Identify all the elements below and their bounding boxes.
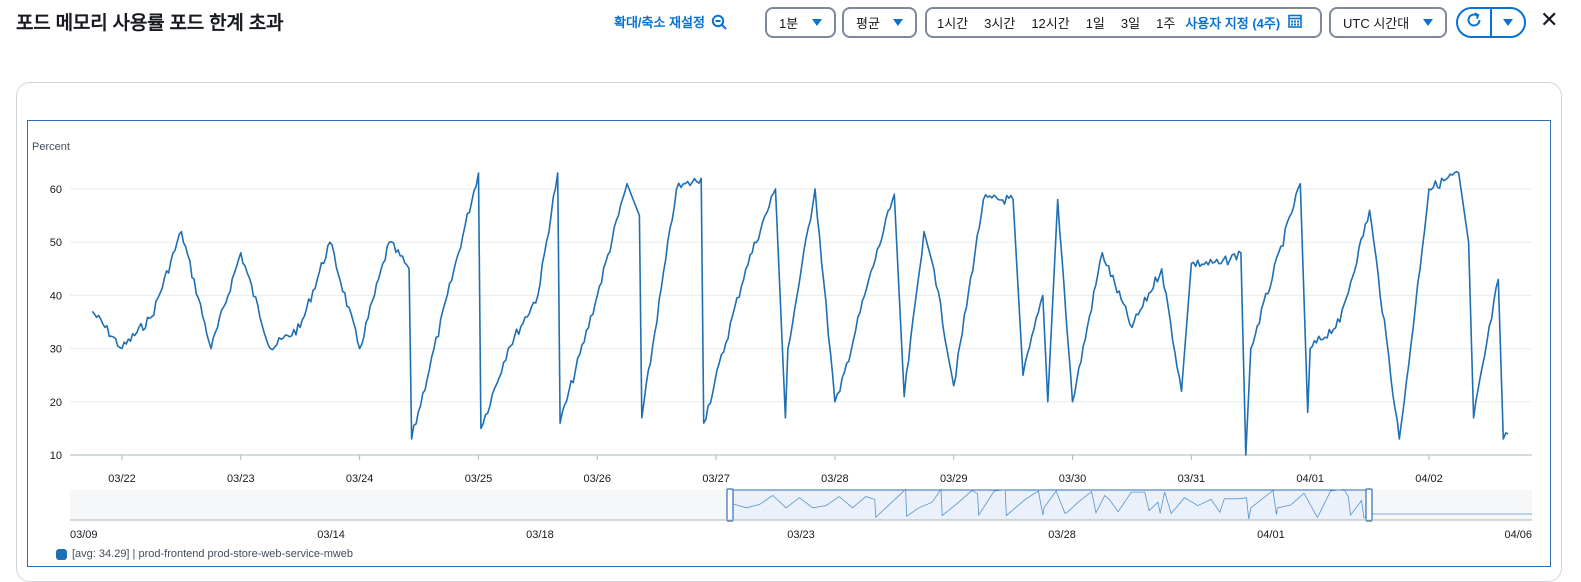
statistic-value: 평균 bbox=[856, 16, 880, 31]
navigator-tick-label: 03/14 bbox=[317, 529, 345, 541]
x-tick-label: 03/31 bbox=[1178, 473, 1206, 485]
x-tick-label: 03/29 bbox=[940, 473, 968, 485]
navigator-handle-right[interactable] bbox=[1365, 488, 1373, 522]
time-range-selector: 1시간 3시간 12시간 1일 3일 1주 사용자 지정 (4주) bbox=[925, 7, 1322, 38]
range-option-3d[interactable]: 3일 bbox=[1120, 16, 1141, 31]
statistic-select[interactable]: 평균 bbox=[842, 7, 917, 38]
series-line[interactable] bbox=[91, 170, 1509, 456]
legend[interactable]: [avg: 34.29] | prod-frontend prod-store-… bbox=[56, 548, 353, 560]
y-axis-label: Percent bbox=[32, 141, 70, 153]
navigator-tick-label: 03/18 bbox=[526, 529, 554, 541]
x-tick-label: 03/28 bbox=[821, 473, 849, 485]
y-tick-label: 60 bbox=[50, 184, 62, 196]
x-tick-label: 04/01 bbox=[1296, 473, 1324, 485]
legend-label: [avg: 34.29] | prod-frontend prod-store-… bbox=[72, 548, 354, 560]
range-option-1h[interactable]: 1시간 bbox=[937, 16, 969, 31]
navigator-series-line bbox=[732, 488, 1532, 520]
navigator-tick-label: 04/06 bbox=[1504, 529, 1532, 541]
refresh-icon bbox=[1465, 11, 1483, 34]
range-option-1d[interactable]: 1일 bbox=[1085, 16, 1105, 31]
navigator-tick-label: 04/01 bbox=[1257, 529, 1285, 541]
chart-frame bbox=[27, 120, 1551, 567]
x-tick-label: 03/24 bbox=[346, 473, 374, 485]
y-tick-label: 20 bbox=[50, 397, 62, 409]
x-tick-label: 03/25 bbox=[465, 473, 493, 485]
x-tick-label: 03/22 bbox=[108, 473, 136, 485]
navigator-tick-label: 03/28 bbox=[1048, 529, 1076, 541]
navigator-handle-left[interactable] bbox=[726, 488, 734, 522]
x-tick-label: 04/02 bbox=[1415, 473, 1443, 485]
range-option-1w[interactable]: 1주 bbox=[1156, 16, 1176, 31]
period-value: 1분 bbox=[779, 16, 799, 31]
y-tick-label: 50 bbox=[50, 237, 62, 249]
refresh-options-button[interactable] bbox=[1490, 9, 1524, 36]
timezone-value: UTC 시간대 bbox=[1343, 16, 1410, 31]
legend-swatch bbox=[56, 548, 67, 560]
x-tick-label: 03/26 bbox=[584, 473, 612, 485]
refresh-button[interactable] bbox=[1458, 9, 1490, 36]
caret-down-icon bbox=[1503, 19, 1513, 26]
timezone-select[interactable]: UTC 시간대 bbox=[1329, 7, 1447, 38]
y-tick-label: 10 bbox=[50, 450, 62, 462]
page-title: 포드 메모리 사용률 포드 한계 초과 bbox=[16, 13, 284, 34]
range-option-12h[interactable]: 12시간 bbox=[1031, 16, 1070, 31]
close-icon[interactable]: ✕ bbox=[1540, 7, 1559, 32]
custom-range-button[interactable]: 사용자 지정 (4주) bbox=[1185, 16, 1281, 31]
calendar-icon[interactable] bbox=[1288, 14, 1302, 31]
zoom-out-icon bbox=[711, 14, 727, 30]
refresh-split-button bbox=[1456, 7, 1526, 38]
navigator-tick-label: 03/09 bbox=[70, 529, 98, 541]
period-select[interactable]: 1분 bbox=[765, 7, 836, 38]
reset-zoom-button[interactable]: 확대/축소 재설정 bbox=[614, 12, 727, 31]
y-tick-label: 40 bbox=[50, 290, 62, 302]
x-tick-label: 03/23 bbox=[227, 473, 255, 485]
range-option-3h[interactable]: 3시간 bbox=[984, 16, 1016, 31]
caret-down-icon bbox=[1423, 19, 1433, 26]
x-tick-label: 03/27 bbox=[702, 473, 730, 485]
navigator-tick-label: 03/23 bbox=[787, 529, 815, 541]
navigator-selection[interactable] bbox=[729, 489, 1370, 521]
navigator[interactable]: 03/09 03/14 03/18 03/23 03/28 04/01 04/06 bbox=[70, 488, 1532, 541]
reset-zoom-label: 확대/축소 재설정 bbox=[614, 15, 705, 30]
caret-down-icon bbox=[812, 19, 822, 26]
caret-down-icon bbox=[893, 19, 903, 26]
x-tick-label: 03/30 bbox=[1059, 473, 1087, 485]
y-tick-label: 30 bbox=[50, 344, 62, 356]
